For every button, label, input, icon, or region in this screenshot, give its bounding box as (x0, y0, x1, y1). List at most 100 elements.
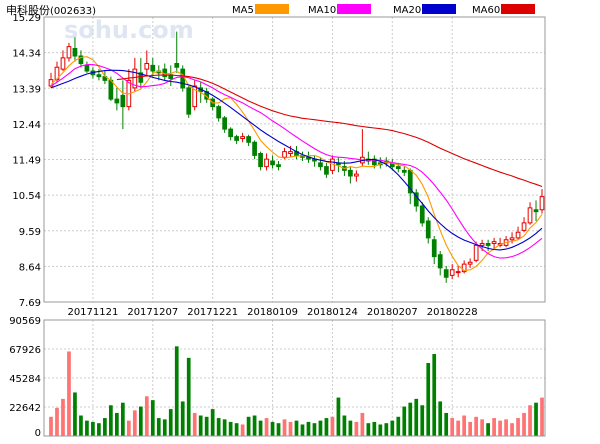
candle-body (473, 244, 479, 261)
volume-bar (210, 409, 215, 436)
volume-bar (180, 401, 185, 436)
volume-bar (294, 420, 299, 436)
candle-body (419, 205, 425, 224)
volume-bar (55, 407, 59, 436)
volume-bar (49, 416, 53, 436)
volume-bar (534, 402, 538, 436)
volume-bar (468, 421, 473, 436)
volume-bar (79, 415, 83, 436)
candle-body (252, 141, 257, 156)
legend-label-ma10: MA10 (308, 5, 336, 16)
candle-body (138, 72, 144, 83)
volume-bar (252, 415, 257, 436)
candle-body (216, 106, 222, 119)
candle-body (521, 222, 527, 231)
volume-bar (300, 424, 305, 436)
volume-bar (282, 419, 287, 436)
volume-bar (372, 421, 377, 436)
volume-tick-label: 22642 (9, 403, 41, 414)
candle-body (264, 158, 269, 168)
candle-body (449, 269, 455, 276)
candle-body (431, 239, 437, 258)
volume-bar (324, 418, 329, 436)
candle-body (425, 220, 431, 239)
candle-body (401, 169, 407, 173)
volume-bar (192, 412, 197, 436)
volume-bar (396, 416, 401, 436)
volume-bar (480, 419, 484, 436)
volume-bar (486, 423, 490, 436)
title-code: (002633) (50, 6, 96, 17)
moving-averages (50, 56, 543, 272)
plot-frames (43, 16, 546, 437)
date-tick-label: 20180207 (367, 307, 418, 318)
legend-swatch-ma10 (337, 4, 371, 14)
volume-bar (426, 362, 431, 436)
candle-body (108, 79, 114, 100)
volume-bar (168, 409, 173, 436)
volume-bar (264, 418, 269, 436)
volume-bar (348, 420, 353, 436)
volume-bar (97, 423, 101, 436)
volume-bar (91, 421, 95, 436)
candle-body (509, 237, 515, 241)
volume-bar (522, 412, 526, 436)
candle-body (354, 173, 359, 177)
volume-bar (450, 418, 455, 436)
volume-bar (342, 415, 347, 436)
price-tick-label: 8.64 (19, 262, 41, 273)
candle-body (246, 136, 251, 143)
candle-body (78, 55, 84, 64)
volume-bars (49, 346, 544, 436)
volume-bar (162, 419, 167, 436)
volume-bar (61, 398, 65, 436)
ma10-line (50, 64, 543, 259)
volume-bar (150, 400, 155, 436)
candle-body (318, 162, 323, 168)
ma60-line (116, 74, 543, 188)
candle-body (96, 74, 102, 78)
price-tick-label: 15.29 (12, 13, 41, 24)
price-tick-label: 12.44 (12, 120, 41, 131)
candle-body (180, 68, 186, 89)
volume-bar (138, 406, 143, 436)
volume-tick-label: 67926 (9, 345, 41, 356)
price-tick-label: 11.49 (12, 156, 41, 167)
legend-swatch-ma20 (422, 4, 456, 14)
volume-bar (228, 421, 233, 436)
volume-bar (414, 398, 419, 436)
volume-bar (156, 418, 161, 436)
volume-bar (336, 397, 341, 436)
candle-body (120, 94, 126, 108)
volume-bar (276, 423, 281, 436)
candle-body (240, 136, 245, 139)
volume-bar (420, 405, 425, 436)
candle-body (324, 166, 329, 175)
candle-body (222, 117, 228, 130)
candle-body (228, 128, 233, 138)
volume-bar (378, 424, 383, 436)
candle-body (539, 196, 545, 211)
volume-bar (85, 420, 89, 436)
volume-bar (120, 402, 125, 436)
volume-bar (504, 419, 508, 436)
candle-body (192, 85, 198, 108)
date-tick-label: 20171221 (187, 307, 238, 318)
legend-swatch-ma5 (255, 4, 289, 14)
ma20-line (50, 69, 543, 251)
candle-body (258, 153, 263, 168)
date-tick-label: 20180228 (427, 307, 478, 318)
volume-bar (318, 420, 323, 436)
candle-body (174, 63, 180, 68)
candle-body (455, 271, 461, 274)
volume-bar (432, 354, 437, 436)
volume-bar (234, 423, 239, 436)
volume-bar (474, 416, 478, 436)
volume-bar (462, 415, 467, 436)
volume-bar (67, 351, 71, 436)
legend-label-ma5: MA5 (232, 5, 254, 16)
volume-bar (204, 416, 209, 436)
price-tick-label: 9.59 (19, 227, 41, 238)
price-axis: 15.29 14.34 13.39 12.44 11.49 10.54 9.59 8.64 7.… (12, 13, 41, 309)
volume-bar (444, 412, 449, 436)
